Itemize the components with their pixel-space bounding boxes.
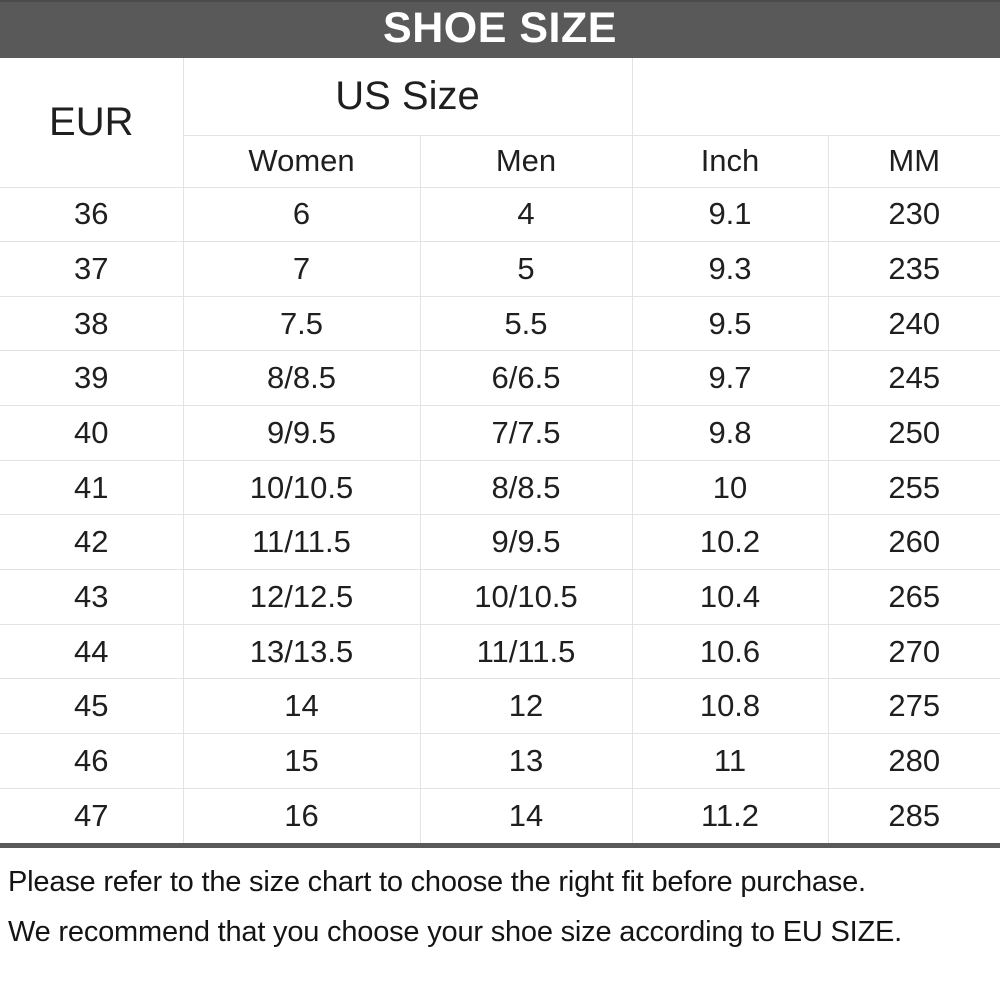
mm-cell: 280 (827, 733, 1000, 789)
men-cell: 11/11.5 (419, 623, 633, 680)
inch-cell: 10.4 (631, 569, 829, 625)
mm-cell: 260 (827, 514, 1000, 571)
size-row-eur-36: 36 6 4 9.1 230 (0, 186, 1000, 243)
eur-cell: 42 (0, 514, 184, 571)
eur-cell: 40 (0, 405, 184, 461)
size-row-eur-42: 42 11/11.5 9/9.5 10.2 260 (0, 514, 1000, 571)
women-cell: 8/8.5 (182, 350, 421, 407)
men-cell: 12 (419, 678, 633, 735)
inch-cell: 10.8 (631, 678, 829, 735)
size-row-eur-38: 38 7.5 5.5 9.5 240 (0, 295, 1000, 352)
size-row-eur-37: 37 7 5 9.3 235 (0, 241, 1000, 297)
inch-cell: 10 (631, 459, 829, 516)
inch-cell: 11 (631, 733, 829, 789)
inch-cell: 9.5 (631, 295, 829, 352)
women-cell: 7.5 (182, 295, 421, 352)
inch-cell: 9.1 (631, 186, 829, 243)
size-row-eur-47: 47 16 14 11.2 285 (0, 787, 1000, 844)
eur-cell: 45 (0, 678, 184, 735)
mm-cell: 275 (827, 678, 1000, 735)
eur-cell: 38 (0, 295, 184, 352)
women-cell: 6 (182, 186, 421, 243)
men-cell: 4 (419, 186, 633, 243)
footer-note: Please refer to the size chart to choose… (0, 848, 1000, 957)
eur-cell: 47 (0, 787, 184, 844)
men-cell: 5.5 (419, 295, 633, 352)
mm-cell: 235 (827, 241, 1000, 297)
inch-cell: 9.7 (631, 350, 829, 407)
size-row-eur-39: 39 8/8.5 6/6.5 9.7 245 (0, 350, 1000, 407)
column-header-mm: MM (827, 134, 1000, 188)
size-row-eur-40: 40 9/9.5 7/7.5 9.8 250 (0, 405, 1000, 461)
men-cell: 7/7.5 (419, 405, 633, 461)
footer-line-1: Please refer to the size chart to choose… (8, 866, 866, 898)
inch-cell: 11.2 (631, 787, 829, 844)
men-cell: 14 (419, 787, 633, 844)
women-cell: 14 (182, 678, 421, 735)
women-cell: 7 (182, 241, 421, 297)
column-header-eur: EUR (0, 57, 184, 188)
size-chart-table: EUR US Size Women Men Inch MM 36 6 4 9.1… (0, 57, 1000, 844)
inch-cell: 10.2 (631, 514, 829, 571)
eur-cell: 41 (0, 459, 184, 516)
column-header-inch: Inch (631, 134, 829, 188)
mm-cell: 230 (827, 186, 1000, 243)
women-cell: 13/13.5 (182, 623, 421, 680)
column-header-women: Women (182, 134, 421, 188)
mm-cell: 250 (827, 405, 1000, 461)
women-cell: 16 (182, 787, 421, 844)
size-row-eur-45: 45 14 12 10.8 275 (0, 678, 1000, 735)
eur-cell: 39 (0, 350, 184, 407)
men-cell: 6/6.5 (419, 350, 633, 407)
men-cell: 5 (419, 241, 633, 297)
header-row-sub: Women Men Inch MM (0, 134, 1000, 188)
eur-cell: 43 (0, 569, 184, 625)
size-row-eur-46: 46 15 13 11 280 (0, 733, 1000, 789)
inch-cell: 9.8 (631, 405, 829, 461)
eur-cell: 36 (0, 186, 184, 243)
men-cell: 10/10.5 (419, 569, 633, 625)
column-group-header-us-size: US Size (182, 57, 633, 136)
blank-header-cell (631, 57, 1000, 136)
men-cell: 13 (419, 733, 633, 789)
mm-cell: 265 (827, 569, 1000, 625)
mm-cell: 245 (827, 350, 1000, 407)
header-row-group: EUR US Size (0, 57, 1000, 188)
women-cell: 15 (182, 733, 421, 789)
size-chart-table-wrapper: EUR US Size Women Men Inch MM 36 6 4 9.1… (0, 57, 1000, 848)
inch-cell: 9.3 (631, 241, 829, 297)
women-cell: 11/11.5 (182, 514, 421, 571)
mm-cell: 270 (827, 623, 1000, 680)
size-row-eur-44: 44 13/13.5 11/11.5 10.6 270 (0, 623, 1000, 680)
eur-cell: 46 (0, 733, 184, 789)
size-row-eur-43: 43 12/12.5 10/10.5 10.4 265 (0, 569, 1000, 625)
women-cell: 10/10.5 (182, 459, 421, 516)
title-bar: SHOE SIZE (0, 0, 1000, 58)
mm-cell: 255 (827, 459, 1000, 516)
women-cell: 9/9.5 (182, 405, 421, 461)
eur-cell: 37 (0, 241, 184, 297)
mm-cell: 240 (827, 295, 1000, 352)
mm-cell: 285 (827, 787, 1000, 844)
inch-cell: 10.6 (631, 623, 829, 680)
column-header-men: Men (419, 134, 633, 188)
footer-line-2: We recommend that you choose your shoe s… (8, 916, 902, 948)
size-row-eur-41: 41 10/10.5 8/8.5 10 255 (0, 459, 1000, 516)
women-cell: 12/12.5 (182, 569, 421, 625)
eur-cell: 44 (0, 623, 184, 680)
men-cell: 9/9.5 (419, 514, 633, 571)
men-cell: 8/8.5 (419, 459, 633, 516)
page-title: SHOE SIZE (383, 3, 617, 52)
